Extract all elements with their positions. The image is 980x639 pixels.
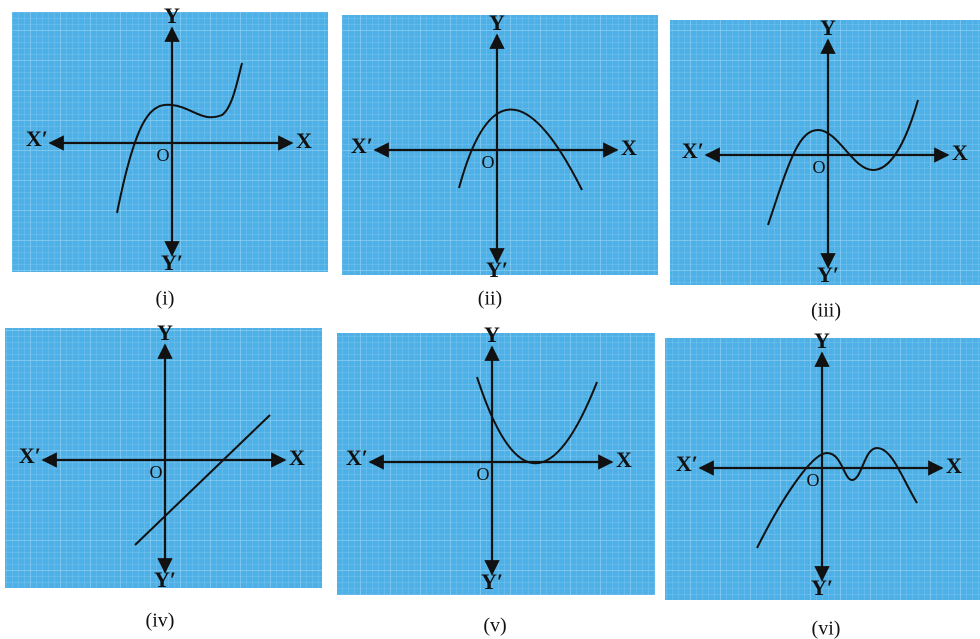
graph-panel: Y Y′ X X′ O (v) [337,322,655,637]
y-label: Y [489,10,505,35]
y-neg-label: Y′ [161,250,183,275]
y-neg-label: Y′ [486,257,508,282]
graph-panel: Y Y′ X X′ O (i) [12,3,328,310]
y-label: Y [164,3,180,28]
x-label: X [296,128,312,153]
origin-label: O [807,470,820,490]
graph-panel: Y Y′ X X′ O (ii) [342,10,658,310]
curve [767,99,919,226]
x-neg-label: X′ [351,133,373,158]
origin-label: O [482,152,495,172]
x-neg-label: X′ [26,126,48,151]
y-neg-label: Y′ [154,567,176,592]
caption: (iii) [811,300,841,322]
origin-label: O [150,462,163,482]
caption: (v) [483,615,506,637]
x-neg-label: X′ [19,443,41,468]
x-label: X [621,135,637,160]
graph-panel: Y Y′ X X′ O (vi) [665,328,980,639]
grid-lines [5,328,322,588]
x-label: X [616,447,632,472]
curve [756,446,918,549]
curve [116,62,243,214]
caption: (ii) [478,288,502,310]
x-label: X [946,453,962,478]
y-neg-label: Y′ [811,575,833,600]
origin-label: O [477,464,490,484]
x-label: X [952,140,968,165]
y-neg-label: Y′ [481,569,503,594]
origin-label: O [813,157,826,177]
x-neg-label: X′ [676,451,698,476]
graph-panel: Y Y′ X X′ O (iii) [670,15,980,322]
origin-label: O [157,145,170,165]
caption: (i) [156,288,175,310]
x-neg-label: X′ [682,138,704,163]
y-label: Y [814,328,830,353]
y-neg-label: Y′ [817,262,839,287]
curve [476,376,598,465]
graph-panel: Y Y′ X X′ O (iv) [5,320,322,632]
y-label: Y [157,320,173,345]
x-label: X [289,445,305,470]
curve [458,108,583,191]
grid-lines [670,20,980,285]
grid-lines [342,15,658,275]
x-neg-label: X′ [346,445,368,470]
y-label: Y [484,322,500,347]
curve [134,414,271,546]
caption: (vi) [812,618,841,639]
grid-lines [337,333,655,595]
y-label: Y [820,15,836,40]
caption: (iv) [146,610,175,632]
